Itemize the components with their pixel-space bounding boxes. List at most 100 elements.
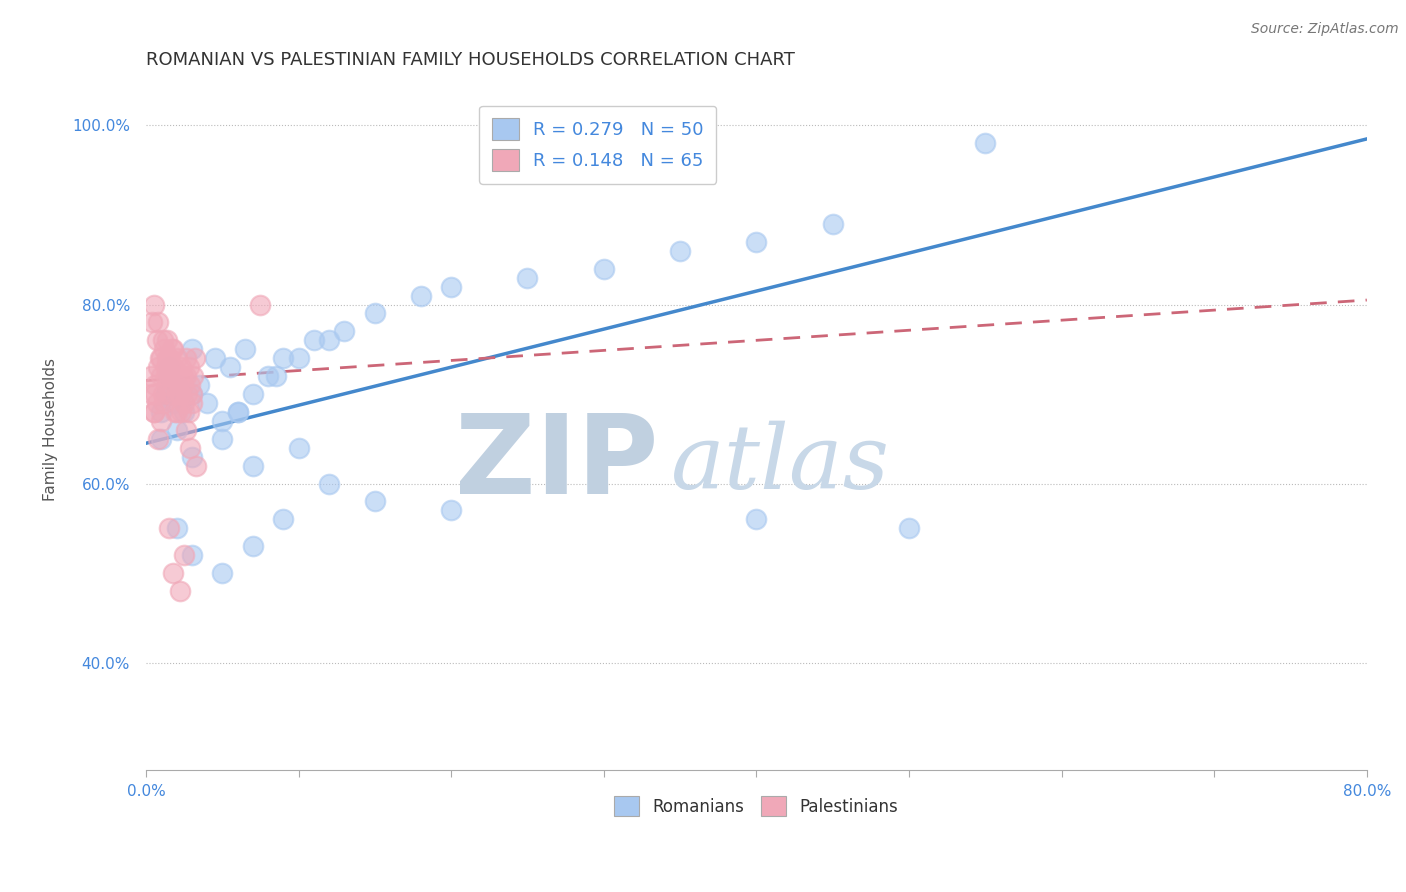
Point bbox=[318, 334, 340, 348]
Point bbox=[257, 369, 280, 384]
Point bbox=[177, 405, 200, 419]
Point bbox=[163, 405, 186, 419]
Point bbox=[898, 521, 921, 535]
Point bbox=[156, 378, 179, 392]
Point bbox=[159, 360, 181, 375]
Point bbox=[170, 405, 193, 419]
Point bbox=[173, 405, 195, 419]
Point bbox=[159, 369, 181, 384]
Point bbox=[333, 324, 356, 338]
Point bbox=[233, 343, 256, 357]
Point bbox=[173, 396, 195, 410]
Text: Source: ZipAtlas.com: Source: ZipAtlas.com bbox=[1251, 22, 1399, 37]
Point bbox=[180, 548, 202, 562]
Point bbox=[592, 261, 614, 276]
Point bbox=[173, 548, 195, 562]
Point bbox=[516, 270, 538, 285]
Point bbox=[179, 441, 201, 455]
Point bbox=[177, 360, 200, 375]
Legend: Romanians, Palestinians: Romanians, Palestinians bbox=[607, 789, 905, 823]
Point bbox=[745, 512, 768, 526]
Point bbox=[219, 360, 242, 375]
Point bbox=[139, 369, 162, 384]
Point bbox=[145, 334, 167, 348]
Point bbox=[156, 334, 179, 348]
Point bbox=[169, 584, 191, 599]
Point bbox=[166, 423, 188, 437]
Point bbox=[143, 378, 166, 392]
Point bbox=[142, 405, 165, 419]
Point bbox=[166, 378, 188, 392]
Text: ROMANIAN VS PALESTINIAN FAMILY HOUSEHOLDS CORRELATION CHART: ROMANIAN VS PALESTINIAN FAMILY HOUSEHOLD… bbox=[146, 51, 794, 69]
Point bbox=[155, 369, 177, 384]
Point bbox=[364, 494, 387, 508]
Point bbox=[669, 244, 692, 258]
Point bbox=[273, 351, 295, 366]
Point bbox=[174, 351, 197, 366]
Point bbox=[188, 378, 211, 392]
Point bbox=[174, 423, 197, 437]
Point bbox=[172, 378, 194, 392]
Point bbox=[160, 369, 183, 384]
Point bbox=[172, 369, 194, 384]
Point bbox=[166, 387, 188, 401]
Point bbox=[155, 360, 177, 375]
Y-axis label: Family Households: Family Households bbox=[44, 359, 58, 501]
Point bbox=[142, 297, 165, 311]
Point bbox=[148, 315, 170, 329]
Point bbox=[167, 369, 190, 384]
Point bbox=[157, 360, 180, 375]
Point bbox=[273, 512, 295, 526]
Point bbox=[264, 369, 287, 384]
Point bbox=[148, 360, 170, 375]
Point bbox=[157, 351, 180, 366]
Point bbox=[150, 414, 173, 428]
Point bbox=[440, 503, 463, 517]
Point bbox=[152, 387, 174, 401]
Point bbox=[226, 405, 249, 419]
Point bbox=[409, 288, 432, 302]
Point bbox=[176, 387, 198, 401]
Point bbox=[186, 458, 208, 473]
Point bbox=[821, 217, 844, 231]
Point bbox=[150, 351, 173, 366]
Point bbox=[974, 136, 997, 151]
Point bbox=[145, 396, 167, 410]
Point bbox=[157, 521, 180, 535]
Point bbox=[179, 378, 201, 392]
Point bbox=[364, 306, 387, 320]
Point bbox=[157, 369, 180, 384]
Point bbox=[159, 387, 181, 401]
Point bbox=[166, 521, 188, 535]
Point bbox=[211, 432, 233, 446]
Text: ZIP: ZIP bbox=[456, 410, 659, 517]
Point bbox=[302, 334, 325, 348]
Point bbox=[745, 235, 768, 249]
Point bbox=[180, 387, 202, 401]
Point bbox=[166, 405, 188, 419]
Point bbox=[211, 414, 233, 428]
Point bbox=[180, 450, 202, 464]
Point bbox=[153, 396, 176, 410]
Point bbox=[142, 405, 165, 419]
Point bbox=[162, 343, 184, 357]
Point bbox=[150, 432, 173, 446]
Point bbox=[155, 387, 177, 401]
Point bbox=[156, 351, 179, 366]
Text: atlas: atlas bbox=[671, 420, 890, 508]
Point bbox=[141, 315, 163, 329]
Point bbox=[174, 369, 197, 384]
Point bbox=[169, 387, 191, 401]
Point bbox=[149, 351, 172, 366]
Point bbox=[166, 351, 188, 366]
Point bbox=[287, 351, 309, 366]
Point bbox=[170, 360, 193, 375]
Point bbox=[163, 378, 186, 392]
Point bbox=[195, 396, 218, 410]
Point bbox=[211, 566, 233, 580]
Point bbox=[287, 441, 309, 455]
Point bbox=[150, 405, 173, 419]
Point bbox=[162, 396, 184, 410]
Point bbox=[152, 334, 174, 348]
Point bbox=[160, 343, 183, 357]
